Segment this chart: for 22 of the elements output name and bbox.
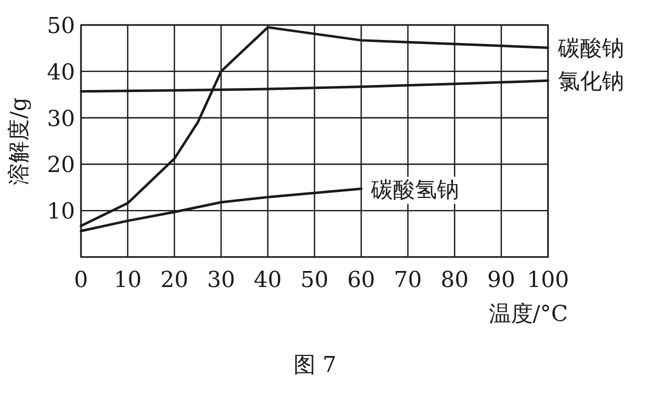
x-tick-label: 20 [160,268,188,293]
y-tick-label: 20 [47,153,75,178]
x-tick-label: 60 [347,268,376,293]
series-label: 碳酸氢钠 [370,178,460,203]
y-tick-label: 10 [47,200,75,225]
y-tick-label: 30 [47,106,75,132]
x-tick-label: 30 [207,268,236,293]
series-label: 氯化钠 [558,70,624,95]
x-tick-label: 70 [394,268,422,293]
y-tick-label: 50 [47,14,75,39]
x-axis-title: 温度/°C [488,302,568,327]
x-tick-label: 50 [300,268,328,293]
y-axis-title: 溶解度/g [7,97,32,185]
y-tick-label: 40 [47,60,75,86]
x-tick-label: 100 [527,268,569,293]
x-tick-label: 40 [254,268,282,293]
x-tick-label: 80 [440,268,469,293]
series-label: 碳酸钠 [557,36,624,62]
x-tick-label: 90 [487,268,516,293]
x-tick-label: 0 [74,268,88,293]
caption: 图 7 [294,353,336,378]
x-tick-label: 10 [114,268,142,293]
